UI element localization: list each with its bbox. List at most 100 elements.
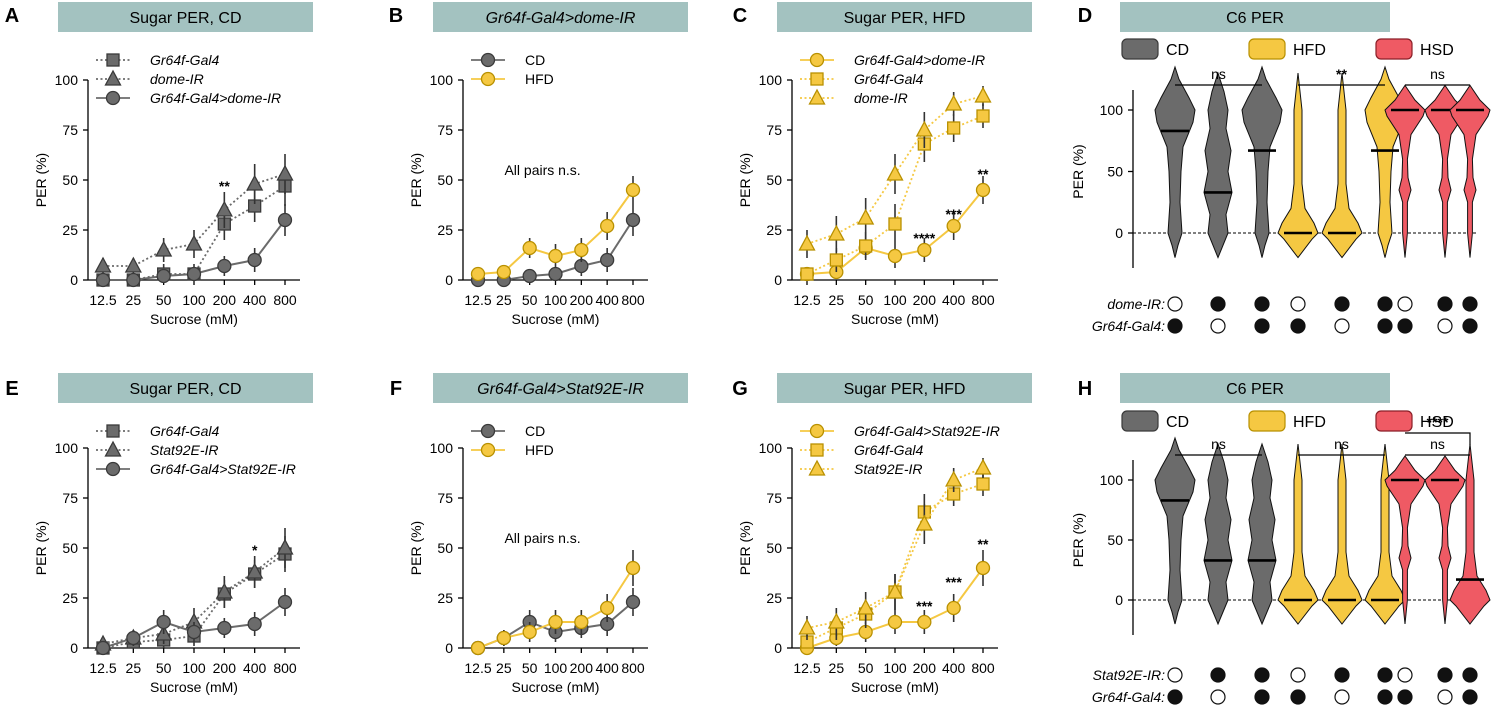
legend-label: Gr64f-Gal4>Stat92E-IR bbox=[854, 423, 1000, 439]
panel-title-banner bbox=[433, 373, 688, 403]
legend-marker bbox=[480, 52, 496, 68]
legend-swatch bbox=[1375, 38, 1413, 60]
data-point bbox=[522, 240, 537, 256]
genotype-dot-open bbox=[1397, 296, 1413, 312]
legend-label: HFD bbox=[525, 442, 554, 458]
y-tick-label: 0 bbox=[1115, 592, 1123, 608]
annotation: *** bbox=[916, 598, 933, 614]
x-tick-label: 12.5 bbox=[89, 660, 116, 676]
sig-label: ns bbox=[1430, 66, 1445, 82]
panel-title: Sugar PER, HFD bbox=[844, 10, 966, 27]
x-tick-label: 800 bbox=[621, 660, 645, 676]
legend-label: HFD bbox=[1293, 414, 1326, 431]
y-tick-label: 50 bbox=[1107, 164, 1123, 180]
genotype-dot-filled bbox=[1254, 689, 1270, 705]
legend-marker bbox=[106, 424, 120, 438]
x-tick-label: 25 bbox=[496, 292, 512, 308]
genotype-dot-filled bbox=[1377, 689, 1393, 705]
panel-title: Sugar PER, CD bbox=[129, 10, 241, 27]
data-point bbox=[496, 630, 511, 646]
data-point bbox=[887, 248, 903, 264]
y-tick-label: 100 bbox=[430, 440, 454, 456]
data-point bbox=[277, 212, 293, 228]
panel-title-banner bbox=[777, 2, 1032, 32]
panel-title: C6 PER bbox=[1226, 381, 1284, 398]
x-tick-label: 200 bbox=[913, 660, 937, 676]
genotype-dot-open bbox=[1437, 689, 1453, 705]
y-tick-label: 25 bbox=[437, 222, 453, 238]
y-tick-label: 75 bbox=[437, 490, 453, 506]
data-point bbox=[975, 182, 991, 198]
violin-group-2: ns **** bbox=[1384, 414, 1491, 625]
y-tick-label: 100 bbox=[759, 72, 783, 88]
x-tick-label: 50 bbox=[156, 660, 172, 676]
x-tick-label: 100 bbox=[182, 292, 206, 308]
genotype-dot-open bbox=[1167, 667, 1183, 683]
x-tick-label: 12.5 bbox=[464, 660, 491, 676]
genotype-label: dome-IR: bbox=[1107, 296, 1165, 312]
panel-H: C6 PER H 0 50 100 PER (%) CD HFD HSD ns ns ns **** St… bbox=[1070, 373, 1491, 705]
y-tick-label: 25 bbox=[437, 590, 453, 606]
panel-F: Gr64f-Gal4>Stat92E-IR F 0 25 50 75 100 12.5 25 50… bbox=[390, 373, 688, 695]
data-point bbox=[917, 614, 932, 630]
y-axis-label: PER (%) bbox=[1070, 513, 1086, 567]
legend-marker bbox=[104, 440, 122, 457]
legend-label: HFD bbox=[525, 71, 554, 87]
legend-label: HSD bbox=[1420, 42, 1454, 59]
annotation: * bbox=[252, 542, 258, 558]
panel-title-banner bbox=[433, 2, 688, 32]
y-tick-label: 0 bbox=[774, 640, 782, 656]
data-point bbox=[975, 560, 991, 576]
data-point bbox=[974, 458, 992, 475]
annotation: All pairs n.s. bbox=[504, 530, 580, 546]
y-tick-label: 100 bbox=[55, 72, 79, 88]
x-tick-label: 50 bbox=[858, 292, 874, 308]
x-tick-label: 800 bbox=[971, 292, 995, 308]
data-point bbox=[124, 256, 142, 273]
y-tick-label: 0 bbox=[1115, 225, 1123, 241]
y-tick-label: 100 bbox=[1100, 472, 1124, 488]
panel-title: Sugar PER, HFD bbox=[844, 381, 966, 398]
panel-title-banner bbox=[1120, 373, 1390, 403]
violin bbox=[1247, 442, 1277, 626]
data-point bbox=[94, 256, 112, 273]
legend-label: Gr64f-Gal4 bbox=[150, 423, 219, 439]
x-tick-label: 100 bbox=[544, 660, 568, 676]
data-point bbox=[247, 252, 262, 268]
x-tick-label: 200 bbox=[570, 660, 594, 676]
legend-label: Gr64f-Gal4 bbox=[150, 52, 219, 68]
data-point bbox=[945, 470, 963, 487]
legend-label: Stat92E-IR bbox=[854, 461, 922, 477]
panel-title: Gr64f-Gal4>Stat92E-IR bbox=[477, 381, 644, 398]
data-point bbox=[496, 264, 511, 280]
violin-group-0: ns bbox=[1154, 65, 1283, 259]
panel-A: Sugar PER, CD A 0 25 50 75 100 12.5 25 50 100 200 40… bbox=[5, 2, 313, 327]
y-tick-label: 0 bbox=[774, 272, 782, 288]
x-tick-label: 12.5 bbox=[89, 292, 116, 308]
x-tick-label: 100 bbox=[544, 292, 568, 308]
data-point bbox=[976, 477, 990, 491]
data-point bbox=[548, 614, 563, 630]
violin bbox=[1277, 73, 1319, 259]
data-point bbox=[600, 218, 615, 234]
x-tick-label: 25 bbox=[829, 660, 845, 676]
y-tick-label: 50 bbox=[1107, 532, 1123, 548]
genotype-dot-open bbox=[1397, 667, 1413, 683]
data-point bbox=[276, 538, 294, 555]
x-tick-label: 50 bbox=[522, 660, 538, 676]
data-point bbox=[215, 582, 233, 599]
x-tick-label: 50 bbox=[858, 660, 874, 676]
data-point bbox=[857, 208, 875, 225]
genotype-label: Gr64f-Gal4: bbox=[1092, 689, 1165, 705]
genotype-dot-filled bbox=[1377, 318, 1393, 334]
panel-G: Sugar PER, HFD G 0 25 50 75 100 12.5 25 50 100 200 4… bbox=[732, 373, 1032, 695]
data-point bbox=[246, 562, 264, 579]
violin bbox=[1277, 443, 1319, 625]
panel-D: C6 PER D 0 50 100 PER (%) CD HFD HSD ns ** ns dome-I… bbox=[1070, 2, 1491, 334]
data-point bbox=[888, 217, 902, 231]
y-tick-label: 0 bbox=[70, 272, 78, 288]
y-tick-label: 25 bbox=[766, 222, 782, 238]
violin bbox=[1154, 65, 1196, 258]
genotype-dot-filled bbox=[1334, 296, 1350, 312]
legend-label: Gr64f-Gal4>Stat92E-IR bbox=[150, 461, 296, 477]
